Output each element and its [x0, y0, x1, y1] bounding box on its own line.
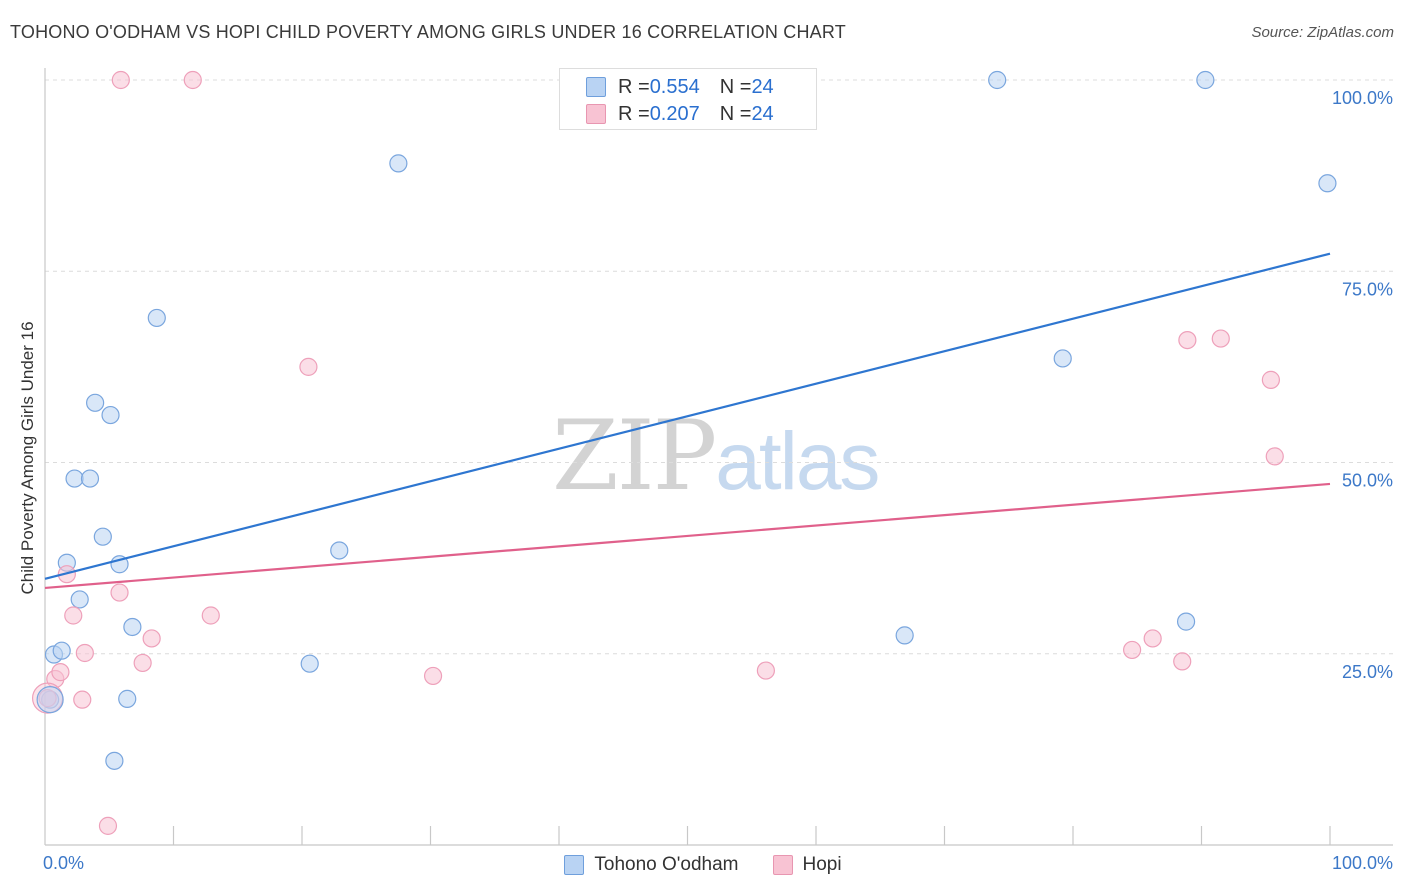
data-point-hopi: [142, 629, 161, 648]
data-point-tohono: [1318, 174, 1337, 193]
data-point-hopi: [201, 606, 220, 625]
data-point-tohono: [70, 590, 89, 609]
legend-swatch-hopi: [586, 104, 606, 124]
data-point-tohono: [93, 527, 112, 546]
legend-r-value: 0.207: [649, 102, 700, 125]
legend-r-label: R =: [618, 102, 650, 125]
source-credit: Source: ZipAtlas.com: [1251, 24, 1394, 41]
trend-line-hopi: [44, 482, 1331, 590]
watermark: ZIPatlas: [552, 400, 880, 512]
data-point-hopi: [51, 663, 70, 682]
x-tick-label: 100.0%: [1332, 853, 1393, 873]
data-point-hopi: [423, 666, 443, 686]
data-point-hopi: [1211, 329, 1230, 348]
trend-line-tohono: [44, 252, 1331, 580]
data-point-tohono: [330, 541, 349, 560]
data-point-tohono: [1053, 349, 1072, 368]
data-point-hopi: [111, 70, 130, 90]
legend-row-hopi: R = 0.207 N = 24: [586, 102, 774, 126]
y-tick-label: 100.0%: [1332, 88, 1393, 108]
data-point-hopi: [1123, 640, 1142, 660]
series-swatch-hopi: [772, 855, 793, 875]
data-point-hopi: [756, 661, 775, 680]
series-legend: Tohono O'odham Hopi: [0, 852, 1406, 878]
data-point-hopi: [299, 357, 318, 376]
data-point-tohono: [123, 617, 142, 637]
correlation-legend: R = 0.554 N = 24 R = 0.207 N = 24: [559, 68, 817, 130]
legend-swatch-tohono: [586, 77, 606, 97]
data-point-tohono: [80, 469, 100, 488]
legend-r-value: 0.554: [649, 75, 700, 98]
data-point-tohono: [300, 654, 319, 673]
series-legend-item-hopi: Hopi: [772, 854, 842, 876]
data-point-hopi: [183, 70, 202, 90]
data-point-tohono: [895, 626, 914, 645]
y-tick-label: 25.0%: [1342, 662, 1393, 682]
y-tick-label: 50.0%: [1342, 471, 1393, 491]
legend-n-label: N =: [719, 75, 752, 98]
series-swatch-tohono: [564, 855, 585, 875]
data-point-tohono: [105, 751, 124, 770]
data-point-hopi: [38, 689, 57, 708]
data-point-hopi: [73, 690, 92, 709]
data-point-tohono: [86, 393, 105, 412]
chart-title: TOHONO O'ODHAM VS HOPI CHILD POVERTY AMO…: [10, 22, 846, 42]
watermark-atlas: atlas: [715, 416, 880, 507]
x-tick-label: 0.0%: [43, 853, 84, 873]
data-point-tohono: [389, 154, 408, 173]
series-name-hopi: Hopi: [802, 854, 842, 875]
y-tick-label: 75.0%: [1342, 279, 1393, 299]
data-point-hopi: [110, 583, 129, 602]
data-point-tohono: [988, 70, 1007, 90]
legend-n-label: N =: [719, 102, 752, 125]
data-point-tohono: [101, 405, 120, 425]
data-point-tohono-cluster: [36, 686, 64, 714]
data-point-hopi: [1265, 447, 1284, 466]
data-point-tohono: [65, 469, 84, 488]
data-point-hopi: [1173, 652, 1192, 671]
data-point-hopi: [1178, 331, 1197, 350]
data-point-hopi: [64, 606, 83, 625]
data-point-hopi: [133, 653, 152, 673]
legend-n-value: 24: [751, 75, 774, 98]
watermark-zip: ZIP: [552, 400, 717, 512]
legend-row-tohono: R = 0.554 N = 24: [586, 75, 774, 99]
series-legend-item-tohono: Tohono O'odham: [564, 854, 739, 876]
series-name-tohono: Tohono O'odham: [594, 854, 739, 875]
data-point-tohono: [1196, 70, 1215, 90]
data-point-hopi: [75, 643, 94, 663]
legend-n-value: 24: [751, 102, 774, 125]
data-point-tohono: [1176, 612, 1196, 631]
data-point-hopi: [98, 816, 118, 835]
y-axis-label: Child Poverty Among Girls Under 16: [18, 321, 37, 595]
data-point-hopi: [1143, 629, 1162, 648]
data-point-tohono: [118, 689, 137, 708]
data-point-tohono: [52, 641, 71, 660]
data-point-tohono: [147, 308, 166, 328]
legend-r-label: R =: [618, 75, 650, 98]
data-point-hopi: [1261, 370, 1280, 389]
